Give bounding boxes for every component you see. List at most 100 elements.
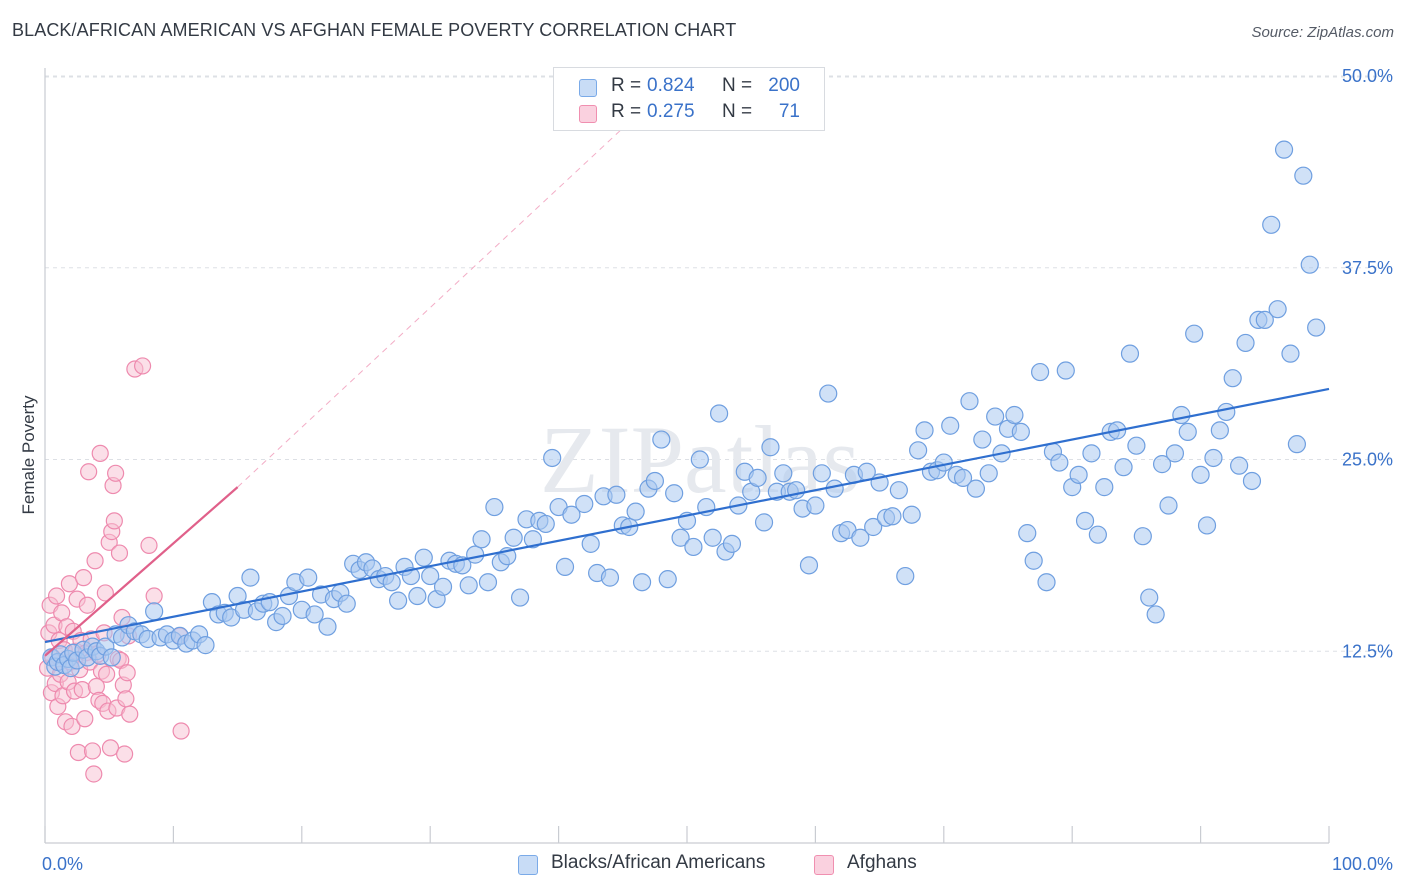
data-point-blacks (1165, 444, 1185, 463)
data-point-blacks (196, 636, 215, 655)
data-point-afghans (76, 710, 94, 728)
data-point-blacks (889, 481, 908, 500)
data-point-blacks (1024, 551, 1043, 570)
data-point-blacks (915, 421, 934, 440)
data-point-blacks (1133, 527, 1152, 546)
source-label: Source: ZipAtlas.com (1251, 24, 1394, 41)
data-point-afghans (105, 512, 123, 530)
data-point-blacks (709, 404, 729, 423)
data-point-blacks (382, 573, 401, 592)
data-point-blacks (1197, 516, 1217, 535)
data-point-blacks (671, 528, 690, 547)
data-point-blacks (575, 494, 594, 514)
data-point-afghans (91, 444, 109, 462)
gridlines (45, 75, 1390, 652)
data-point-afghans (83, 742, 102, 760)
data-point-blacks (1185, 324, 1204, 343)
data-point-blacks (433, 577, 453, 596)
data-point-blacks (305, 605, 324, 624)
data-point-blacks (754, 513, 774, 532)
data-point-blacks (414, 548, 433, 567)
data-point-blacks (273, 606, 292, 626)
data-point-afghans (60, 575, 78, 593)
data-point-afghans (133, 357, 152, 375)
data-point-blacks (1223, 369, 1242, 388)
data-point-blacks (1120, 344, 1140, 363)
data-point-blacks (466, 545, 485, 564)
data-point-blacks (299, 568, 318, 587)
data-point-blacks (665, 484, 684, 503)
correlation-legend: R = 0.824 N = 200 R = 0.275 N = 71 (553, 67, 825, 131)
data-point-blacks (555, 557, 575, 576)
data-point-blacks (690, 450, 709, 469)
y-axis-label: Female Poverty (19, 395, 38, 515)
data-point-blacks (896, 566, 915, 586)
data-point-blacks (581, 534, 600, 553)
data-point-afghans (86, 552, 104, 570)
data-point-blacks (1056, 361, 1075, 380)
y-tick-label: 37.5% (1342, 258, 1393, 278)
bottom-legend-label: Blacks/African Americans (551, 852, 766, 873)
data-point-blacks (986, 407, 1005, 426)
data-point-afghans (116, 745, 134, 763)
data-point-blacks (652, 430, 671, 449)
data-point-afghans (47, 587, 66, 605)
data-point-blacks (389, 591, 408, 610)
data-point-blacks (600, 568, 620, 587)
data-point-blacks (799, 556, 819, 575)
data-point-blacks (851, 528, 870, 547)
data-point-blacks (1262, 215, 1281, 234)
data-point-blacks (504, 528, 523, 547)
legend-r-label: R = (611, 101, 642, 122)
data-point-blacks (510, 588, 530, 607)
data-point-blacks (722, 534, 742, 553)
bottom-legend-swatch-blacks (518, 855, 538, 875)
data-point-afghans (121, 705, 139, 723)
data-point-blacks (408, 586, 427, 606)
blacks-points (42, 140, 1326, 678)
legend-r-value: 0.275 (647, 101, 695, 122)
data-point-blacks (1005, 405, 1024, 425)
data-point-blacks (607, 485, 626, 504)
data-point-blacks (543, 448, 562, 468)
data-point-afghans (69, 743, 87, 762)
data-point-afghans (78, 596, 96, 614)
y-tick-label: 12.5% (1342, 641, 1393, 661)
data-point-blacks (1088, 525, 1107, 544)
data-point-blacks (472, 530, 491, 549)
y-tick-label: 25.0% (1342, 450, 1393, 470)
data-point-blacks (1075, 511, 1095, 530)
chart-title: BLACK/AFRICAN AMERICAN VS AFGHAN FEMALE … (12, 20, 737, 40)
data-point-blacks (1011, 422, 1030, 441)
data-point-afghans (80, 463, 98, 481)
tick-labels: 12.5% 25.0% 37.5% 50.0% 0.0% 100.0% (42, 66, 1393, 874)
data-point-blacks (748, 468, 767, 488)
legend-n-value: 200 (768, 75, 800, 96)
trend-lines (44, 387, 1330, 657)
data-point-blacks (337, 594, 356, 613)
data-point-blacks (626, 502, 645, 521)
data-point-blacks (1069, 465, 1088, 484)
data-point-blacks (1114, 458, 1133, 477)
x-tick-label: 0.0% (42, 854, 83, 874)
data-point-blacks (102, 648, 121, 667)
afghans-points (38, 357, 190, 783)
legend-swatch-afghans (579, 105, 597, 123)
data-point-blacks (774, 464, 793, 483)
data-point-blacks (703, 528, 722, 547)
data-point-blacks (536, 514, 555, 534)
data-point-afghans (107, 464, 125, 482)
data-point-blacks (1030, 362, 1050, 382)
data-point-blacks (909, 441, 928, 460)
data-point-blacks (318, 617, 337, 636)
data-point-blacks (1204, 448, 1223, 468)
y-tick-label: 50.0% (1342, 66, 1393, 86)
data-point-blacks (1127, 436, 1146, 455)
data-point-afghans (117, 690, 135, 708)
data-point-blacks (421, 566, 440, 586)
data-point-blacks (1146, 605, 1165, 624)
data-point-blacks (632, 573, 652, 592)
data-point-blacks (941, 416, 960, 435)
data-point-blacks (1294, 166, 1313, 185)
